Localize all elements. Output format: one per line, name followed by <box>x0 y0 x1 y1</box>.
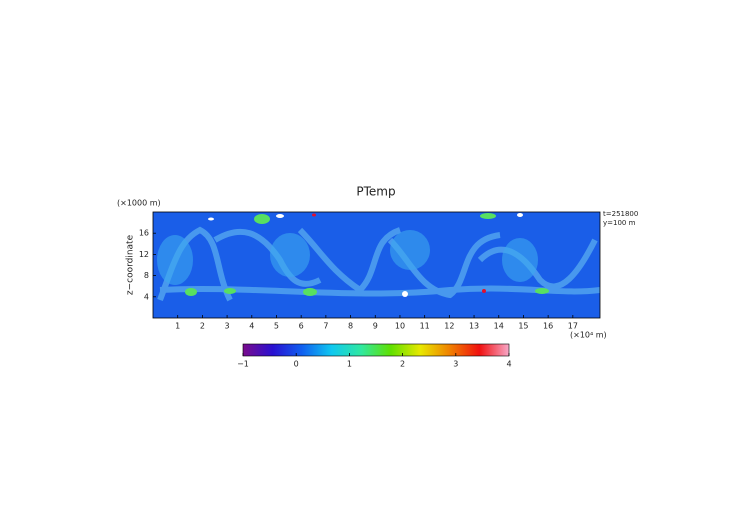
colorbar-tick-label: 3 <box>453 360 458 369</box>
y-tick-label: 16 <box>139 229 149 238</box>
x-tick-label: 2 <box>200 322 205 331</box>
colorbar-tick-label: 1 <box>347 360 352 369</box>
x-tick-label: 15 <box>518 322 528 331</box>
colorbar-tick-label: 4 <box>506 360 511 369</box>
colorbar-tick-label: 0 <box>294 360 299 369</box>
annotation: y=100 m <box>603 219 636 227</box>
x-tick-label: 17 <box>568 322 578 331</box>
colorbar-tick-label: −1 <box>237 360 249 369</box>
colorbar-tick-label: 2 <box>400 360 405 369</box>
x-tick-label: 4 <box>249 322 254 331</box>
x-tick-label: 13 <box>469 322 479 331</box>
x-unit: (×10⁴ m) <box>570 331 607 340</box>
x-tick-label: 8 <box>348 322 353 331</box>
x-tick-label: 5 <box>274 322 279 331</box>
y-tick-label: 12 <box>139 250 149 259</box>
x-tick-label: 3 <box>225 322 230 331</box>
field <box>153 212 600 318</box>
y-tick-label: 4 <box>144 292 149 301</box>
chart-title: PTemp <box>356 185 395 199</box>
annotation: t=251800 <box>603 210 638 218</box>
colorbar <box>242 343 510 357</box>
x-tick-label: 9 <box>373 322 378 331</box>
x-tick-label: 16 <box>543 322 553 331</box>
y-label: z−coordinate <box>126 234 136 295</box>
x-tick-label: 10 <box>395 322 405 331</box>
x-tick-label: 12 <box>444 322 454 331</box>
x-tick-label: 11 <box>420 322 430 331</box>
y-tick-label: 8 <box>144 271 149 280</box>
x-tick-label: 7 <box>323 322 328 331</box>
x-tick-label: 6 <box>299 322 304 331</box>
plot-frame <box>152 211 601 319</box>
x-tick-label: 14 <box>494 322 504 331</box>
x-tick-label: 1 <box>175 322 180 331</box>
y-unit: (×1000 m) <box>117 199 161 208</box>
